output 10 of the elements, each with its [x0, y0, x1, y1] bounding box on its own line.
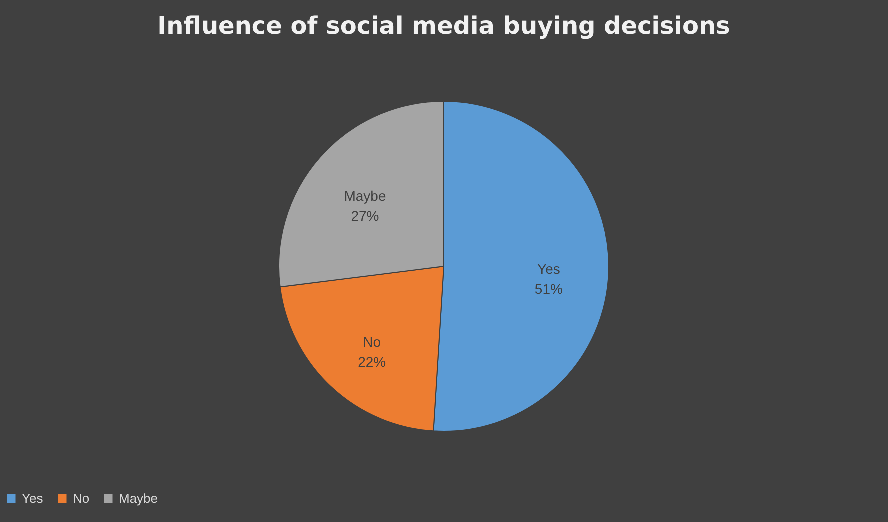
data-label: 22%: [358, 354, 386, 370]
slice-label: Maybe: [344, 188, 386, 204]
slice-label: Yes: [538, 260, 560, 277]
chart-title: Influence of social media buying decisions: [158, 12, 730, 40]
legend-label: Maybe: [119, 490, 158, 506]
legend-label: No: [73, 490, 90, 506]
slice-label: No: [363, 334, 382, 350]
data-label: 51%: [534, 280, 563, 297]
data-label: 27%: [351, 208, 380, 224]
legend-label: Yes: [22, 490, 44, 506]
